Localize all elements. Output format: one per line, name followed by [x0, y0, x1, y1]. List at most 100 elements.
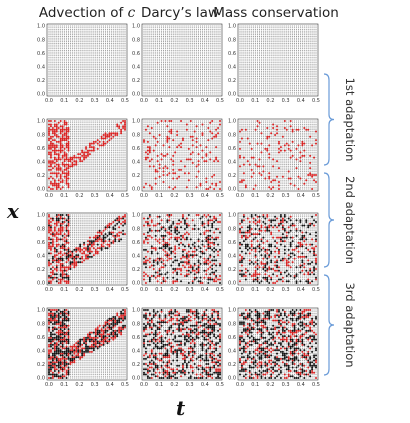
- grid-point: [186, 42, 188, 44]
- grid-point: [260, 41, 262, 43]
- grid-point: [120, 74, 122, 76]
- grid-point: [89, 77, 91, 79]
- grid-point: [62, 35, 64, 38]
- grid-point: [81, 49, 83, 51]
- grid-point: [168, 62, 170, 64]
- grid-point: [110, 48, 112, 50]
- grid-point: [207, 74, 209, 76]
- grid-point: [295, 51, 298, 53]
- grid-point: [164, 79, 166, 81]
- grid-point: [56, 41, 58, 43]
- grid-point: [253, 53, 255, 55]
- grid-point: [50, 27, 52, 29]
- grid-point: [186, 53, 188, 55]
- grid-point: [249, 53, 251, 55]
- grid-point: [93, 93, 95, 95]
- grid-point: [159, 41, 161, 43]
- grid-point: [172, 62, 174, 64]
- grid-point: [205, 48, 207, 50]
- grid-point: [81, 25, 83, 27]
- grid-point: [217, 74, 219, 76]
- grid-point: [266, 28, 268, 31]
- grid-point: [278, 30, 280, 32]
- grid-point: [305, 32, 307, 34]
- grid-point: [249, 42, 251, 44]
- grid-point: [209, 89, 211, 92]
- grid-point: [207, 51, 209, 53]
- grid-point: [120, 88, 122, 90]
- grid-point: [192, 60, 194, 62]
- grid-point: [75, 42, 77, 44]
- grid-point: [93, 39, 95, 41]
- grid-point: [157, 89, 159, 92]
- grid-point: [315, 53, 317, 55]
- grid-point: [120, 49, 122, 51]
- grid-point: [64, 28, 66, 31]
- grid-point: [284, 93, 286, 95]
- grid-point: [62, 37, 64, 39]
- grid-point: [311, 41, 313, 43]
- grid-point: [199, 81, 202, 83]
- grid-point: [52, 137, 54, 139]
- grid-point: [282, 86, 284, 88]
- grid-point: [311, 84, 313, 86]
- grid-point: [64, 44, 66, 46]
- grid-point: [278, 65, 280, 67]
- y-tick-label: 0.4: [37, 65, 45, 71]
- grid-point: [149, 55, 151, 57]
- grid-point: [178, 30, 180, 32]
- grid-point: [54, 167, 56, 169]
- grid-point: [67, 84, 70, 86]
- grid-point: [292, 67, 294, 69]
- grid-point: [190, 37, 192, 39]
- grid-point: [192, 62, 194, 64]
- grid-point: [60, 76, 62, 78]
- grid-point: [255, 32, 257, 34]
- grid-point: [168, 41, 170, 43]
- grid-point: [56, 34, 58, 36]
- grid-point: [170, 56, 172, 58]
- grid-point: [157, 67, 159, 69]
- grid-point: [79, 39, 81, 41]
- grid-point: [103, 81, 105, 83]
- grid-point: [64, 34, 66, 36]
- grid-point: [145, 62, 147, 64]
- grid-point: [266, 30, 268, 32]
- grid-point: [164, 93, 166, 95]
- grid-point: [211, 49, 213, 51]
- grid-point: [104, 60, 107, 62]
- grid-point: [160, 74, 163, 76]
- grid-point: [247, 51, 249, 53]
- grid-point: [196, 86, 198, 88]
- grid-point: [155, 32, 157, 34]
- grid-point: [122, 35, 124, 38]
- grid-point: [110, 89, 112, 92]
- grid-point: [309, 42, 311, 44]
- grid-point: [178, 46, 180, 48]
- grid-point: [157, 30, 159, 32]
- grid-point: [303, 55, 305, 57]
- grid-point: [149, 37, 151, 39]
- grid-point: [65, 81, 68, 83]
- grid-point: [85, 56, 87, 58]
- grid-point: [215, 37, 217, 39]
- grid-point: [182, 82, 184, 85]
- grid-point: [58, 67, 60, 69]
- grid-point: [294, 32, 296, 34]
- grid-point: [278, 41, 280, 43]
- grid-point: [162, 34, 165, 36]
- grid-point: [294, 82, 296, 85]
- grid-point: [260, 76, 262, 78]
- grid-point: [60, 77, 62, 79]
- grid-point: [170, 69, 172, 71]
- grid-point: [184, 88, 186, 90]
- grid-point: [56, 122, 58, 124]
- grid-point: [147, 55, 149, 57]
- grid-point: [207, 91, 209, 93]
- grid-point: [276, 60, 278, 62]
- grid-point: [215, 67, 217, 69]
- grid-point: [284, 63, 286, 65]
- grid-point: [79, 93, 81, 95]
- grid-point: [278, 82, 280, 85]
- grid-point: [87, 28, 89, 31]
